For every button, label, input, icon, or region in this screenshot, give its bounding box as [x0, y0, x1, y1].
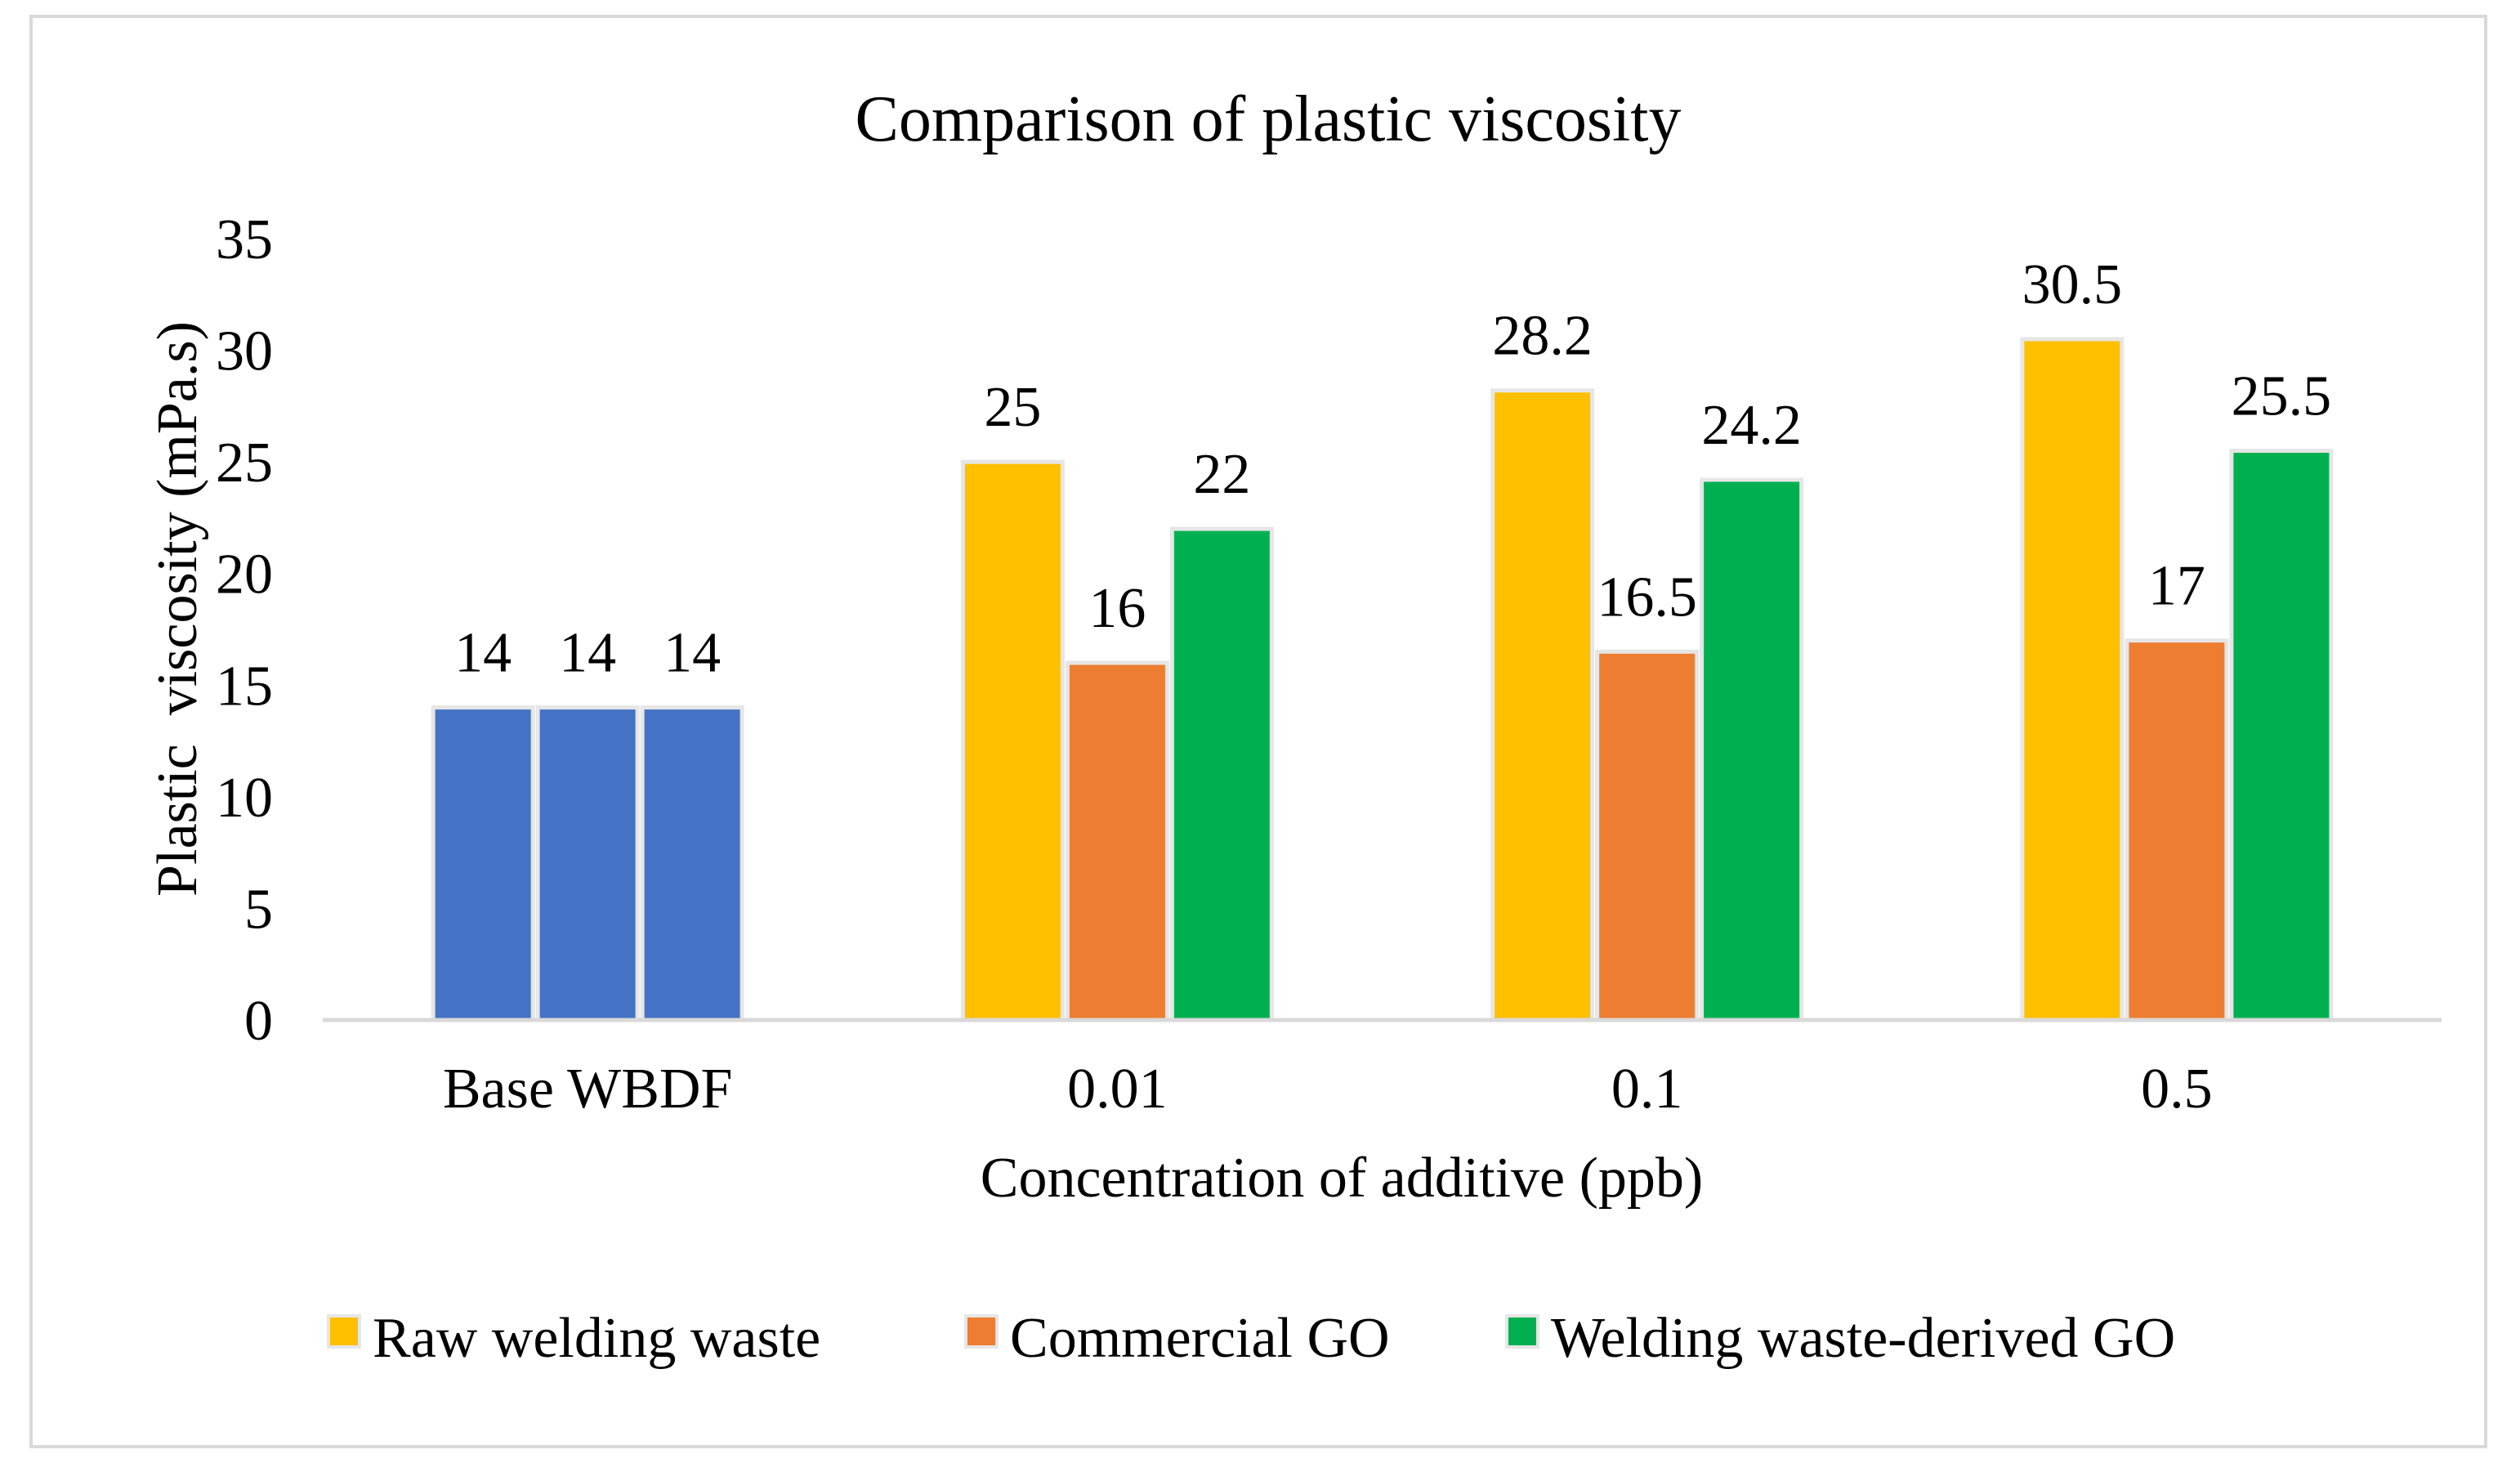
data-label-raw-welding-waste-0-5: 30.5 — [2022, 253, 2123, 316]
bar-raw-welding-waste-0-5 — [2020, 337, 2125, 1022]
bar-welding-waste-derived-go-0-1 — [1700, 477, 1804, 1022]
bar-raw-welding-waste-0-1 — [1490, 388, 1595, 1022]
data-label-welding-waste-derived-go-0-1: 24.2 — [1701, 394, 1802, 457]
legend-label-commercial-go: Commercial GO — [1010, 1307, 1390, 1370]
y-tick-label-0: 0 — [244, 990, 273, 1053]
chart-frame: Comparison of plastic viscosity Plastic … — [29, 15, 2487, 1448]
legend-item-commercial-go: Commercial GO — [964, 1307, 1390, 1370]
bar-welding-waste-derived-go-base-wbdf — [640, 705, 744, 1022]
bar-commercial-go-0-01 — [1065, 660, 1169, 1022]
data-label-welding-waste-derived-go-0-01: 22 — [1193, 443, 1250, 506]
data-label-commercial-go-0-1: 16.5 — [1597, 566, 1697, 629]
bar-commercial-go-0-5 — [2125, 638, 2229, 1022]
y-tick-label-20: 20 — [216, 544, 273, 606]
data-label-commercial-go-0-5: 17 — [2148, 555, 2205, 618]
legend: Raw welding waste Commercial GO Welding wa… — [327, 1307, 2175, 1370]
bar-raw-welding-waste-base-wbdf — [431, 705, 535, 1022]
y-tick-label-10: 10 — [216, 767, 273, 830]
data-label-welding-waste-derived-go-base-wbdf: 14 — [664, 622, 721, 685]
x-tick-label-0-1: 0.1 — [1611, 1058, 1683, 1121]
y-axis-label: Plastic viscosity (mPa.s) — [146, 321, 209, 897]
y-tick-label-5: 5 — [244, 878, 273, 941]
data-labels: 14 14 14 25 16 22 28.2 16.5 24.2 30.5 17 25.5 — [454, 253, 2331, 685]
bar-welding-waste-derived-go-0-5 — [2229, 448, 2334, 1022]
legend-label-raw-welding-waste: Raw welding waste — [373, 1307, 820, 1370]
data-label-raw-welding-waste-0-01: 25 — [984, 376, 1041, 439]
bars — [431, 337, 2334, 1022]
data-label-commercial-go-0-01: 16 — [1088, 577, 1146, 640]
legend-swatch-welding-waste-derived-go — [1505, 1314, 1539, 1349]
bar-chart: Comparison of plastic viscosity Plastic … — [146, 83, 2442, 1370]
bar-commercial-go-0-1 — [1595, 649, 1700, 1022]
x-axis-tick-labels: Base WBDF 0.01 0.1 0.5 — [443, 1058, 2213, 1121]
legend-item-raw-welding-waste: Raw welding waste — [327, 1307, 820, 1370]
y-tick-label-30: 30 — [216, 320, 273, 383]
bar-commercial-go-base-wbdf — [535, 705, 640, 1022]
chart-title: Comparison of plastic viscosity — [855, 83, 1681, 155]
y-tick-label-15: 15 — [216, 655, 273, 718]
x-tick-label-base-wbdf: Base WBDF — [443, 1058, 733, 1121]
bar-welding-waste-derived-go-0-01 — [1169, 526, 1274, 1022]
data-label-raw-welding-waste-base-wbdf: 14 — [454, 622, 512, 685]
data-label-commercial-go-base-wbdf: 14 — [559, 622, 616, 685]
y-tick-label-25: 25 — [216, 432, 273, 494]
x-tick-label-0-5: 0.5 — [2141, 1058, 2213, 1121]
legend-swatch-commercial-go — [964, 1314, 999, 1349]
data-label-welding-waste-derived-go-0-5: 25.5 — [2232, 365, 2332, 427]
bar-raw-welding-waste-0-01 — [960, 459, 1065, 1022]
y-tick-label-35: 35 — [216, 208, 273, 271]
x-tick-label-0-01: 0.01 — [1067, 1058, 1168, 1121]
legend-label-welding-waste-derived-go: Welding waste-derived GO — [1551, 1307, 2175, 1370]
legend-swatch-raw-welding-waste — [327, 1314, 361, 1349]
x-axis-label: Concentration of additive (ppb) — [981, 1147, 1703, 1210]
data-label-raw-welding-waste-0-1: 28.2 — [1492, 305, 1593, 368]
legend-item-welding-waste-derived-go: Welding waste-derived GO — [1505, 1307, 2175, 1370]
y-axis-ticks: 0 5 10 15 20 25 30 35 — [216, 208, 273, 1053]
